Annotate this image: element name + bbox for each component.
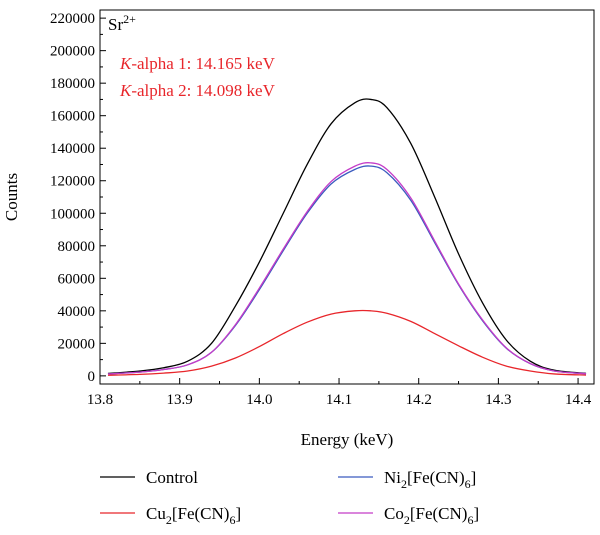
legend-co-sub2: 6	[467, 513, 473, 527]
y-tick-label: 220000	[50, 11, 95, 27]
x-tick-label: 14.0	[246, 392, 272, 408]
legend-ni-end: ]	[471, 468, 477, 487]
y-tick-label: 140000	[50, 141, 95, 157]
legend-ni-sub2: 6	[465, 477, 471, 491]
legend-co-mid: [Fe(CN)	[410, 504, 468, 523]
annotation-1-italic: K	[119, 54, 133, 73]
legend: Control Cu2[Fe(CN)6] Ni2[Fe(CN)6] Co2[Fe…	[100, 468, 479, 527]
x-tick-label: 14.2	[406, 392, 432, 408]
annotation-2-text: -alpha 2: 14.098 keV	[131, 81, 275, 100]
x-tick-label: 14.1	[326, 392, 352, 408]
series-line-ni	[107, 165, 587, 375]
y-tick-label: 200000	[50, 44, 95, 60]
x-axis-title: Energy (keV)	[301, 430, 394, 449]
y-tick-label: 120000	[50, 174, 95, 190]
x-tick-label: 13.8	[87, 392, 113, 408]
legend-ni-name: Ni	[384, 468, 401, 487]
legend-label-cu: Cu2[Fe(CN)6]	[146, 504, 241, 527]
y-axis-ticks: 0 20000 40000 60000 80000 100000 120000 140000 1…	[50, 11, 106, 385]
y-tick-label: 60000	[58, 271, 96, 287]
y-tick-label: 80000	[58, 239, 96, 255]
legend-co-name: Co	[384, 504, 404, 523]
y-tick-label: 40000	[58, 304, 96, 320]
panel-label: Sr2+	[108, 12, 136, 34]
series-line-co	[107, 162, 587, 375]
legend-label-co: Co2[Fe(CN)6]	[384, 504, 479, 527]
legend-co-sub1: 2	[404, 513, 410, 527]
legend-label-control: Control	[146, 468, 198, 487]
x-tick-label: 14.4	[565, 392, 592, 408]
legend-cu-name: Cu	[146, 504, 166, 523]
annotation-1-text: -alpha 1: 14.165 keV	[131, 54, 275, 73]
panel-label-text: Sr	[108, 15, 123, 34]
panel-label-sup: 2+	[123, 12, 136, 26]
y-tick-label: 20000	[58, 336, 96, 352]
x-axis-ticks: 13.8 13.9 14.0 14.1 14.2 14.3 14.4	[87, 378, 592, 408]
x-tick-label: 14.3	[485, 392, 511, 408]
y-axis-title: Counts	[2, 173, 21, 221]
y-tick-label: 0	[88, 369, 96, 385]
series-line-control	[107, 98, 587, 375]
x-tick-label: 13.9	[167, 392, 193, 408]
y-tick-label: 160000	[50, 109, 95, 125]
series-lines	[107, 98, 587, 376]
y-tick-label: 100000	[50, 206, 95, 222]
legend-ni-mid: [Fe(CN)	[407, 468, 465, 487]
legend-cu-end: ]	[235, 504, 241, 523]
annotation-k-alpha-2: K-alpha 2: 14.098 keV	[119, 81, 276, 100]
legend-label-ni: Ni2[Fe(CN)6]	[384, 468, 476, 491]
legend-cu-sub2: 6	[229, 513, 235, 527]
legend-cu-mid: [Fe(CN)	[172, 504, 230, 523]
y-tick-label: 180000	[50, 76, 95, 92]
legend-cu-sub1: 2	[166, 513, 172, 527]
annotation-k-alpha-1: K-alpha 1: 14.165 keV	[119, 54, 276, 73]
legend-co-end: ]	[473, 504, 479, 523]
legend-ni-sub1: 2	[401, 477, 407, 491]
series-line-cu	[107, 309, 587, 376]
annotation-2-italic: K	[119, 81, 133, 100]
